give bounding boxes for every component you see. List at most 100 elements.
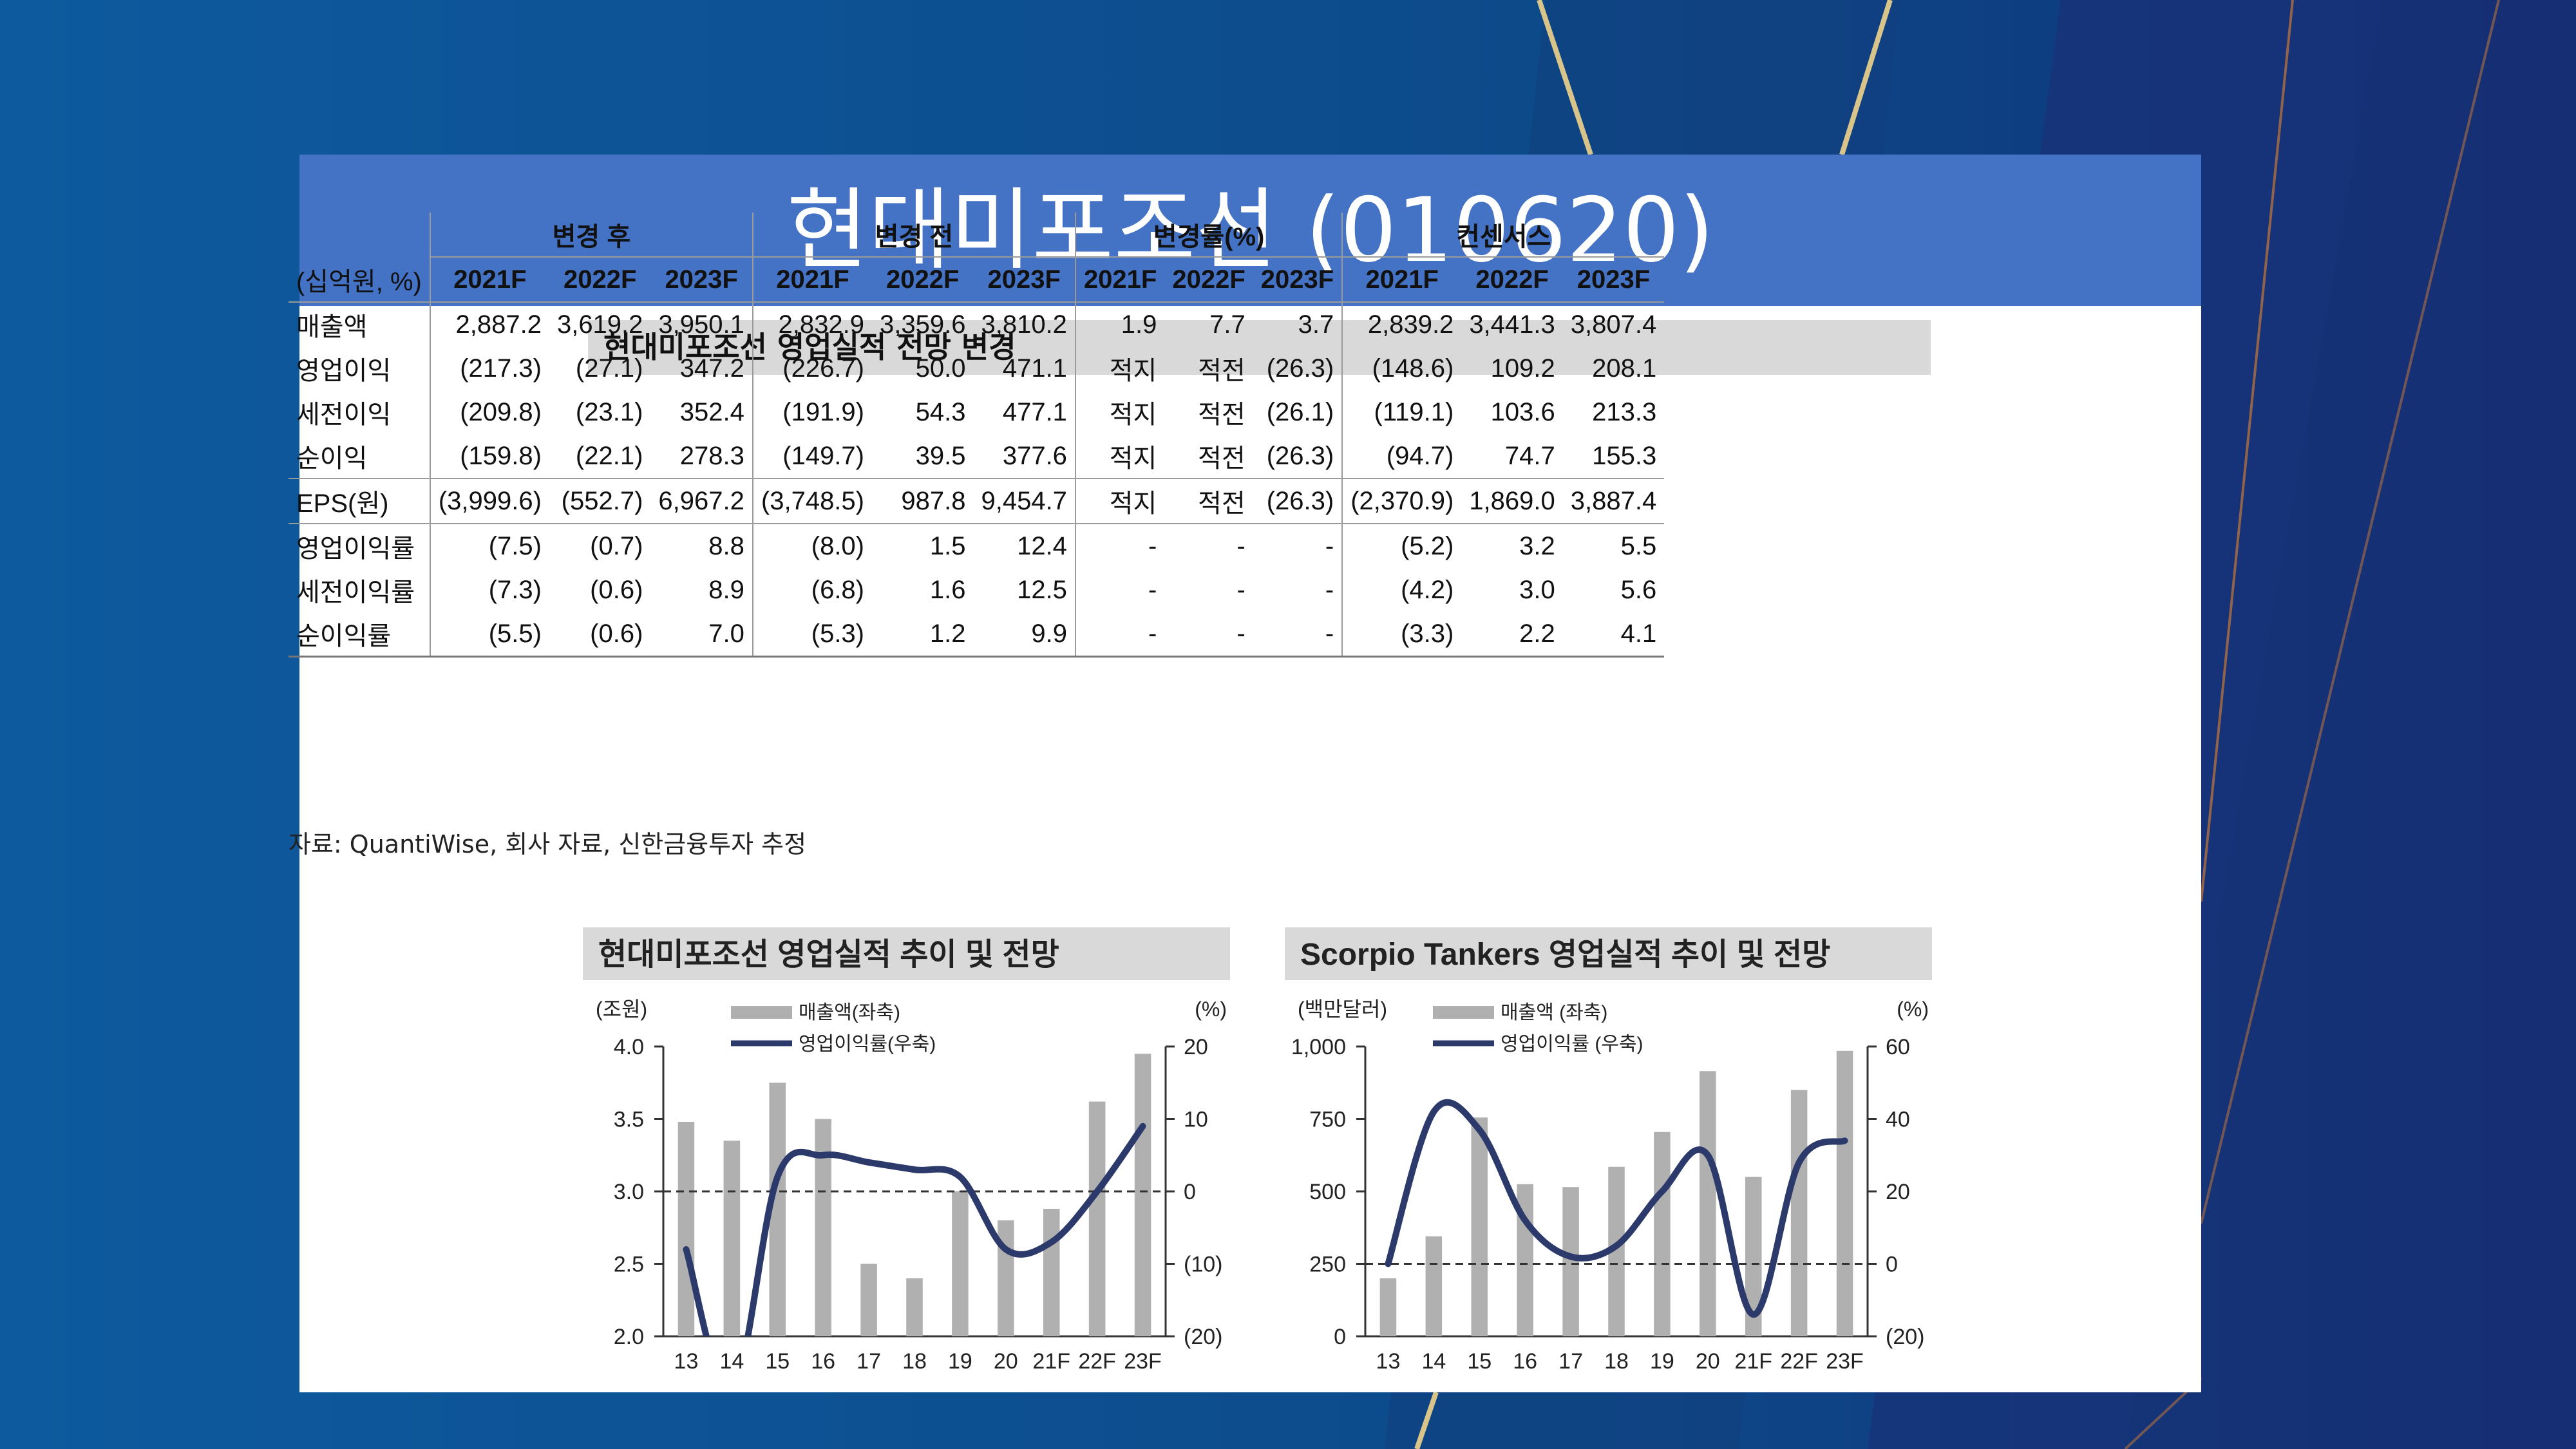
table-cell: (26.1) [1266,397,1334,426]
table-cell: 적지 [1074,478,1165,524]
table-cell: 적전 [1198,357,1245,385]
table-cell: 54.3 [915,397,966,426]
chart-title: 현대미포조선 영업실적 추이 및 전망 [598,938,1059,972]
margin-line [683,1122,1146,1336]
left-tick-label: 250 [1309,1253,1346,1277]
year-header: 2023F [1562,257,1665,303]
bar [677,1122,695,1336]
table-cell: - [1074,568,1165,612]
year-header: 2021F [752,257,872,303]
table-cell: (552.7) [549,478,651,524]
x-tick-label: 22F [1780,1349,1818,1374]
table-year-header-row: (십억원, %) 2021F 2022F 2023F 2021F 2022F 2023F 2… [289,257,1665,303]
table-cell: (26.3) [1253,434,1343,479]
table-cell: 477.1 [1002,397,1067,426]
table-cell: (3,999.6) [429,478,549,524]
chart-hyundai-mipo: 현대미포조선 영업실적 추이 및 전망 (조원) (%) 매출액(좌축) 영업이익률(우… [583,927,1230,1374]
left-unit-label: (조원) [596,998,647,1021]
group-header-before: 변경 전 [752,213,1075,258]
x-tick-label: 17 [1558,1349,1583,1374]
table-cell: 3.2 [1519,531,1555,560]
chart-title-box [583,927,1230,980]
table-row: 영업이익률 (7.5) (0.7) 8.8 (8.0) 1.5 12.4- - - (5.2) 3.… [289,524,1664,568]
table-cell: 적전 [1198,401,1245,429]
table-cell: (5.5) [429,612,549,658]
table-cell: 3,950.1 [658,310,744,339]
row-label: EPS(원) [289,478,430,524]
table-cell: 5.6 [1620,575,1657,604]
x-tick-label: 15 [765,1349,790,1374]
table-cell: 7.0 [650,612,753,658]
table-cell: 3,441.3 [1469,310,1555,339]
table-cell: 12.5 [1017,575,1067,604]
table-row: 순이익 (159.8) (22.1) 278.3 (149.7) 39.5 377.6 적지 적… [289,434,1665,479]
table-cell: 8.9 [708,575,744,604]
table-cell: (3,748.5) [752,478,872,524]
bar [1700,1071,1716,1336]
legend-line-label: 영업이익률 (우축) [1501,1034,1643,1055]
group-header-consensus: 컨센서스 [1341,213,1665,258]
year-header: 2022F [1164,257,1253,303]
table-cell: 3,887.4 [1562,478,1665,524]
table-cell: 4.1 [1562,612,1665,658]
year-header: 2021F [1074,257,1165,303]
table-cell: (26.3) [1266,354,1334,383]
year-header: 2022F [549,257,651,303]
table-cell: 471.1 [1002,354,1067,383]
table-row: 영업이익 (217.3) (27.1) 347.2 (226.7) 50.0 471.1 적지… [289,346,1664,390]
x-tick-label: 23F [1826,1349,1864,1374]
table-cell: 2,839.2 [1341,302,1462,346]
unit-label: (십억원, %) [289,257,430,303]
table-cell: (6.8) [752,568,872,612]
bar [860,1264,877,1336]
year-header: 2022F [872,257,974,303]
table-cell: 377.6 [973,434,1075,479]
x-tick-label: 16 [811,1349,835,1374]
bar [1836,1050,1853,1336]
table-cell: 3,619.2 [556,310,643,339]
table-cell: 적지 [1074,434,1165,479]
x-tick-label: 21F [1032,1349,1070,1374]
table-cell: (226.7) [752,346,872,390]
right-tick-label: 0 [1886,1253,1898,1277]
table-cell: (209.8) [429,390,549,434]
x-tick-label: 17 [857,1349,881,1374]
x-tick-label: 15 [1467,1349,1492,1374]
x-tick-label: 20 [1696,1349,1720,1374]
table-cell: 6,967.2 [650,478,753,524]
x-tick-label: 14 [1421,1349,1446,1374]
x-tick-label: 21F [1734,1349,1772,1374]
legend-bar-label: 매출액(좌축) [799,1002,900,1023]
table-cell: 1.5 [929,531,966,560]
left-tick-label: 2.5 [614,1253,644,1277]
table-cell: 39.5 [872,434,974,479]
table-cell: (217.3) [429,346,549,390]
row-label: 매출액 [296,313,368,341]
table-cell: 3.7 [1298,310,1334,339]
table-cell: (5.3) [752,612,872,658]
table-cell: 1,869.0 [1461,478,1563,524]
table-cell: 213.3 [1592,397,1657,426]
table-cell: 12.4 [1017,531,1067,560]
table-cell: 3,807.4 [1570,310,1657,339]
table-row: 세전이익률 (7.3) (0.6) 8.9 (6.8) 1.6 12.5- - - (4.2) 3.… [289,568,1664,612]
table-row: 세전이익 (209.8) (23.1) 352.4 (191.9) 54.3 477.1 적지… [289,390,1664,434]
x-tick-label: 23F [1124,1349,1162,1374]
legend-bar-label: 매출액 (좌축) [1501,1002,1607,1023]
x-tick-label: 13 [674,1349,699,1374]
left-tick-label: 2.0 [614,1325,644,1349]
table-cell: 적지 [1074,346,1165,390]
group-header-after: 변경 후 [429,213,753,258]
table-cell: (0.6) [549,612,651,658]
bar [1562,1187,1579,1336]
table-cell: (148.6) [1341,346,1462,390]
x-tick-label: 20 [994,1349,1018,1374]
table-cell: (7.3) [429,568,549,612]
table-cell: (7.5) [429,524,549,568]
group-header-change: 변경률(%) [1074,213,1343,258]
bar [906,1278,923,1336]
table-cell: 1.9 [1074,302,1165,346]
right-tick-label: (10) [1184,1253,1222,1277]
table-group-header-row: 변경 후 변경 전 변경률(%) 컨센서스 [289,213,1665,258]
table-cell: 278.3 [650,434,753,479]
